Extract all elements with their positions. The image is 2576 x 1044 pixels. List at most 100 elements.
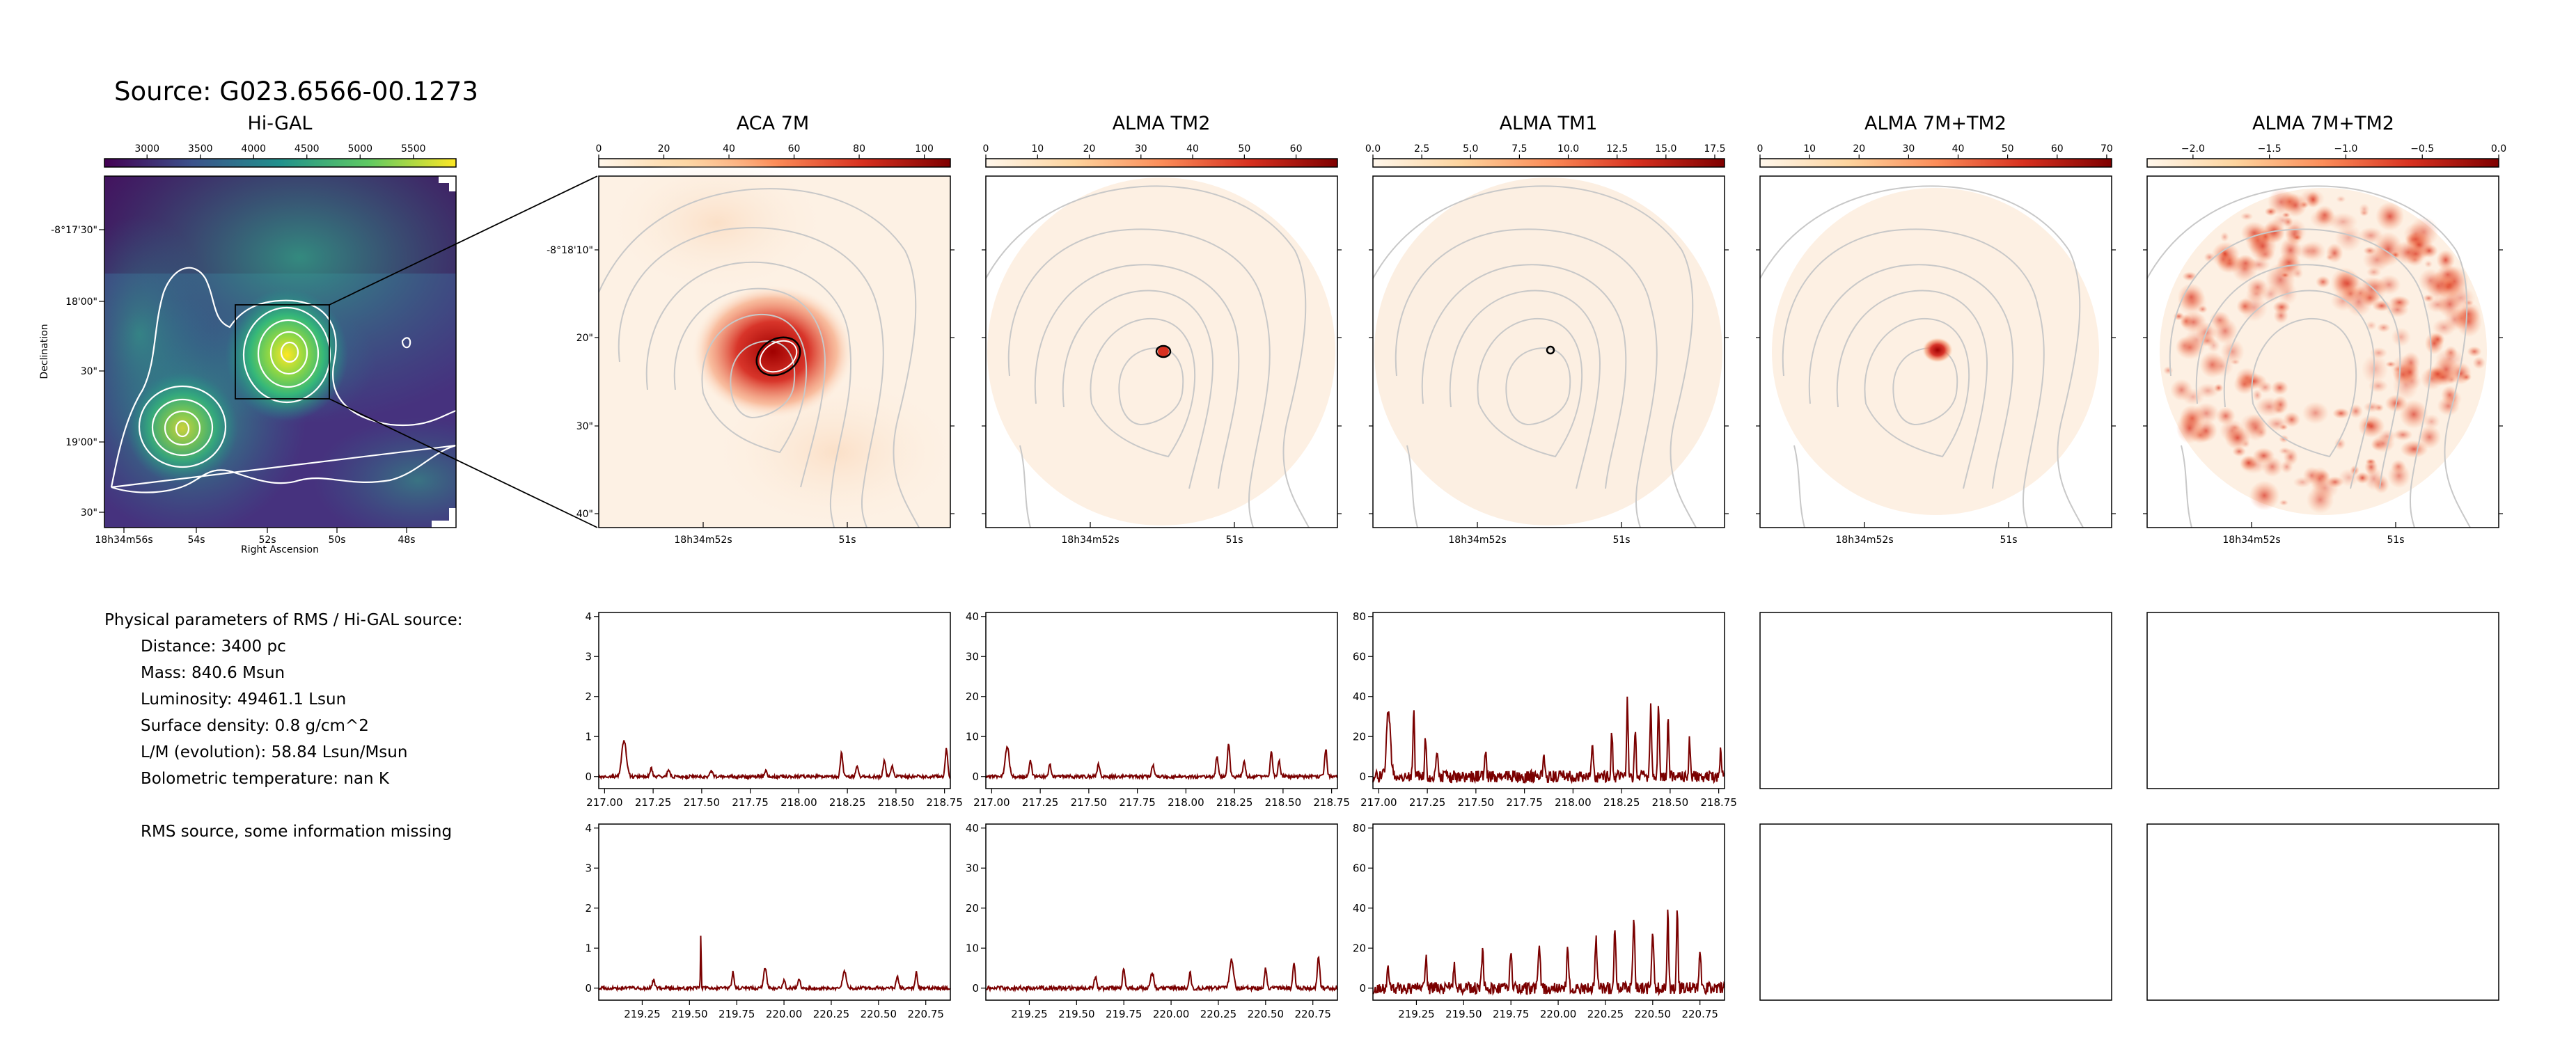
image-x-tick-label: 18h34m52s	[1835, 535, 1893, 546]
spectrum-x-tick-label: 219.25	[1398, 1008, 1435, 1020]
spectrum-frame	[985, 612, 1338, 789]
spectrum-y-tick-label: 10	[966, 942, 979, 954]
colorbar-tick-label: 5000	[347, 143, 372, 155]
colorbar-tick-label: 3000	[134, 143, 159, 155]
higal-y-tick-label: 30"	[81, 507, 97, 519]
spectrum-frame	[985, 823, 1338, 1001]
spectra-panels: 217.00 217.25 217.50 217.75 218.00 218.25 218.…	[585, 610, 2499, 1020]
spectrum-x-tick-label: 217.25	[635, 796, 672, 809]
higal-y-tick-label: 18'00"	[65, 296, 97, 308]
spectrum-y-tick-label: 40	[1353, 690, 1366, 703]
spectrum-line	[1372, 696, 1725, 784]
spectrum-frame	[598, 612, 951, 789]
spectrum-x-tick-label: 220.00	[1540, 1008, 1577, 1020]
spectrum-x-tick-label: 219.50	[1058, 1008, 1095, 1020]
colorbar-tick-label: 5500	[401, 143, 426, 155]
params-note: RMS source, some information missing	[141, 823, 453, 841]
spectrum-panel	[2146, 823, 2499, 1001]
param-luminosity: Luminosity: 49461.1 Lsun	[141, 690, 347, 709]
noise-blob	[2280, 460, 2293, 474]
spectrum-panel: 217.00 217.25 217.50 217.75 218.00 218.25 218.…	[585, 610, 962, 809]
colorbar-tick-label: 50	[2002, 143, 2014, 155]
spectrum-x-tick-label: 219.75	[718, 1008, 755, 1020]
noise-blob	[2391, 327, 2411, 347]
panel-alma-7m-tm2-second-colorbar-ticks: −2.0 −1.5 −1.0 −0.5 0.0	[2181, 143, 2506, 159]
panel-alma-tm2-title: ALMA TM2	[1113, 113, 1211, 134]
spectrum-y-tick-label: 2	[585, 902, 592, 915]
panel-alma-7m-tm2-colorbar	[1759, 158, 2112, 168]
spectrum-x-tick-label: 219.75	[1106, 1008, 1142, 1020]
colorbar-tick-label: 40	[723, 143, 735, 155]
higal-x-tick-label: 48s	[398, 535, 415, 546]
noise-blob	[2390, 459, 2407, 474]
spectrum-frame	[2146, 612, 2499, 789]
higal-x-tick-label: 50s	[328, 535, 345, 546]
noise-blob	[2209, 355, 2234, 377]
noise-blob	[2271, 380, 2288, 395]
noise-blob	[2385, 361, 2396, 368]
spectrum-x-tick-label: 218.50	[1265, 796, 1302, 809]
higal-image	[104, 176, 456, 528]
panel-aca-7m-title: ACA 7M	[737, 113, 809, 134]
spectrum-x-tick-label: 219.25	[1011, 1008, 1048, 1020]
colorbar-tick-label: 15.0	[1655, 143, 1676, 155]
noise-blob	[2365, 320, 2377, 331]
noise-blob	[2306, 485, 2334, 514]
panel-alma-7m-tm2: ALMA 7M+TM2 0 10 20 30 40 50 60 70	[1757, 113, 2113, 528]
spectrum-x-tick-label: 217.00	[1360, 796, 1397, 809]
noise-blob	[2417, 425, 2442, 449]
noise-blob	[2467, 346, 2482, 357]
noise-blob	[2284, 193, 2307, 217]
spectrum-x-tick-label: 218.75	[1700, 796, 1737, 809]
image-x-tick-label: 51s	[1225, 535, 1243, 546]
spectrum-y-tick-label: 0	[1359, 770, 1366, 783]
image-x-tick-label: 18h34m52s	[2222, 535, 2280, 546]
spectrum-line	[598, 740, 951, 781]
noise-blob	[2325, 243, 2343, 263]
spectrum-x-tick-label: 219.50	[671, 1008, 708, 1020]
spectrum-panel: 217.00 217.25 217.50 217.75 218.00 218.25 218.…	[966, 610, 1350, 809]
spectrum-x-tick-label: 217.25	[1022, 796, 1059, 809]
noise-blob	[2163, 366, 2174, 375]
noise-blob	[2265, 416, 2288, 432]
noise-blob	[2197, 305, 2208, 314]
spectrum-y-tick-label: 30	[966, 650, 979, 663]
noise-blob	[2400, 362, 2420, 383]
higal-y-tick-label: 30"	[81, 366, 97, 377]
colorbar-tick-label: −1.0	[2334, 143, 2357, 155]
noise-blob	[2257, 381, 2273, 394]
noise-blob	[2176, 412, 2204, 444]
param-lm-evolution: L/M (evolution): 58.84 Lsun/Msun	[141, 743, 408, 761]
colorbar-tick-label: 20	[658, 143, 670, 155]
spectrum-x-tick-label: 217.00	[973, 796, 1010, 809]
panel-aca-7m-colorbar-ticks: 0 20 40 60 80 100	[596, 143, 934, 159]
colorbar-tick-label: 40	[1186, 143, 1199, 155]
spectrum-x-tick-label: 220.75	[1294, 1008, 1331, 1020]
noise-blob	[2472, 356, 2486, 370]
spectrum-y-tick-label: 0	[972, 770, 979, 783]
spectrum-x-tick-label: 220.50	[1248, 1008, 1285, 1020]
noise-blob	[2424, 260, 2433, 268]
spectrum-y-tick-label: 0	[972, 982, 979, 995]
noise-blob	[2330, 290, 2356, 312]
noise-blob	[2261, 456, 2283, 477]
noise-blob	[2294, 242, 2323, 260]
spectrum-y-tick-label: 1	[585, 730, 592, 743]
noise-blob	[2375, 202, 2405, 231]
noise-blob	[2368, 379, 2389, 393]
zoom-connector-bottom	[329, 398, 598, 528]
noise-blob	[2180, 311, 2207, 333]
colorbar-tick-label: 80	[853, 143, 865, 155]
spectrum-x-tick-label: 220.00	[766, 1008, 803, 1020]
panel-alma-7m-tm2-second-title: ALMA 7M+TM2	[2252, 113, 2394, 134]
panel-alma-7m-tm2-second: ALMA 7M+TM2 −2.0 −1.5 −1.0 −0.5 0.0	[2146, 113, 2506, 528]
spectrum-x-tick-label: 217.00	[586, 796, 623, 809]
noise-blob	[2332, 408, 2350, 419]
noise-blob	[2292, 268, 2304, 279]
noise-blob	[2404, 232, 2427, 247]
noise-blob	[2252, 389, 2263, 402]
noise-blob	[2272, 301, 2291, 314]
spectrum-frame	[1759, 823, 2112, 1001]
noise-blob	[2284, 218, 2307, 245]
